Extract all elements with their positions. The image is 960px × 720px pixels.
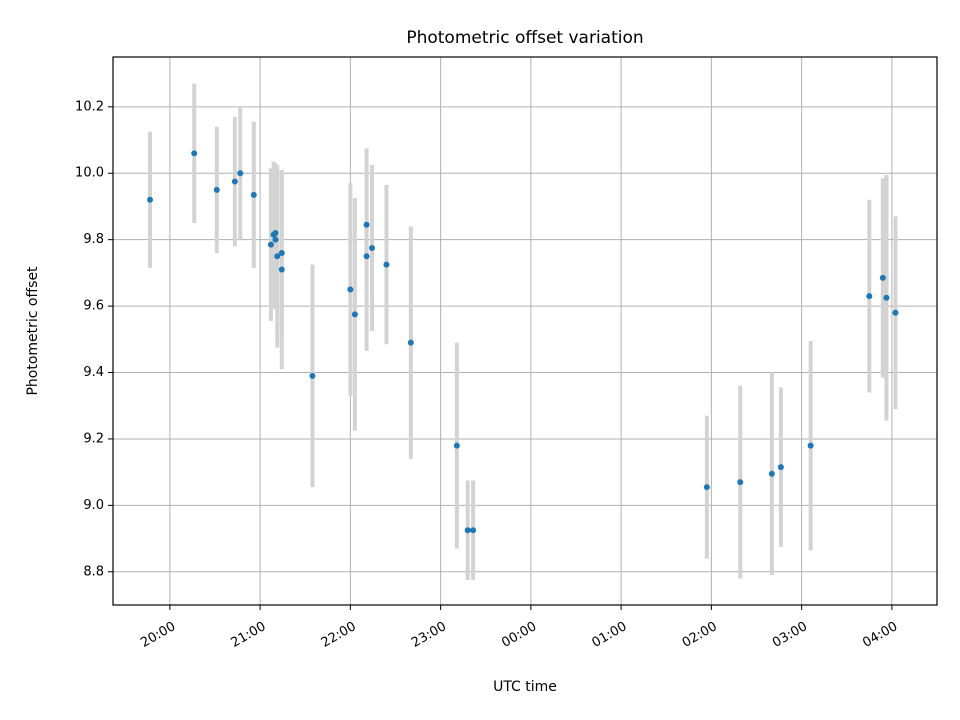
data-point: [453, 442, 460, 449]
data-point: [351, 311, 358, 318]
y-tick-label: 9.2: [83, 431, 104, 446]
data-points: [147, 150, 899, 534]
y-tick-label: 9.8: [83, 232, 104, 247]
data-point: [237, 170, 244, 177]
data-point: [703, 484, 710, 491]
data-point: [274, 253, 281, 260]
plot-frame: [112, 56, 938, 606]
data-point: [278, 266, 285, 273]
data-point: [363, 221, 370, 228]
y-tick-label: 9.0: [83, 498, 104, 513]
y-tick-label: 9.4: [83, 365, 104, 380]
data-point: [369, 244, 376, 251]
data-point: [807, 442, 814, 449]
y-axis-label: Photometric offset: [25, 266, 41, 396]
data-point: [879, 274, 886, 281]
data-point: [191, 150, 198, 157]
data-point: [737, 479, 744, 486]
data-point: [407, 339, 414, 346]
data-point: [363, 253, 370, 260]
y-axis-ticks: 8.8 9.0 9.2 9.4 9.6 9.8 10.0 10.2: [75, 99, 113, 579]
data-point: [309, 372, 316, 379]
data-point: [777, 464, 784, 471]
y-tick-label: 8.8: [83, 564, 104, 579]
data-point: [272, 230, 279, 237]
data-point: [250, 191, 257, 198]
data-point: [464, 527, 471, 534]
data-point: [278, 249, 285, 256]
y-tick-label: 9.6: [83, 299, 104, 314]
data-point: [768, 470, 775, 477]
data-point: [383, 261, 390, 268]
data-point: [147, 196, 154, 203]
y-tick-label: 10.2: [75, 99, 104, 114]
data-point: [267, 241, 274, 248]
data-point: [213, 186, 220, 193]
grid-lines: [113, 57, 937, 605]
data-point: [883, 294, 890, 301]
data-point: [892, 309, 899, 316]
chart-title: Photometric offset variation: [406, 28, 643, 48]
data-point: [470, 527, 477, 534]
x-axis-label: UTC time: [493, 679, 557, 695]
data-point: [231, 178, 238, 185]
data-point: [347, 286, 354, 293]
y-tick-label: 10.0: [75, 166, 104, 181]
data-point: [866, 293, 873, 300]
data-point: [272, 236, 279, 243]
